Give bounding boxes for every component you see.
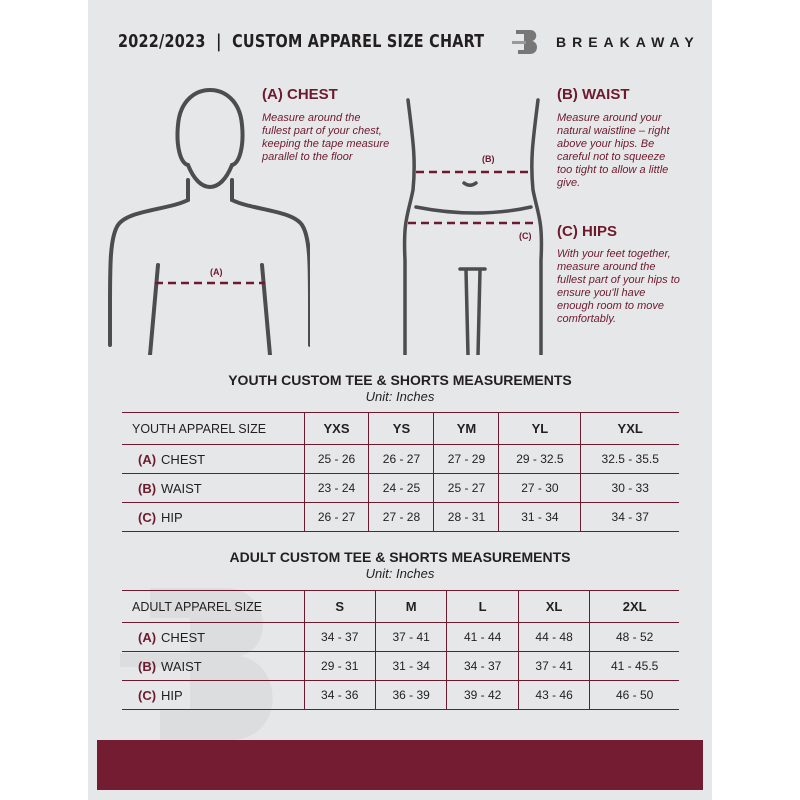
cell: 26 - 27	[303, 502, 369, 532]
youth-unit: Unit: Inches	[365, 389, 435, 404]
hips-heading: (C) HIPS	[557, 223, 617, 240]
cell: 43 - 46	[517, 680, 590, 710]
cell: 44 - 48	[517, 622, 590, 652]
table-row: (C) HIP 26 - 27 27 - 28 28 - 31 31 - 34 34 - …	[122, 502, 679, 532]
cell: 46 - 50	[589, 680, 679, 710]
row-letter: (B)	[138, 480, 157, 496]
header-cell: L	[446, 590, 519, 623]
cell: 37 - 41	[374, 622, 447, 652]
adult-table-title: ADULT CUSTOM TEE & SHORTS MEASUREMENTS	[229, 549, 571, 565]
marker-b: (B)	[482, 154, 495, 164]
cell: 34 - 37	[303, 622, 376, 652]
cell: 36 - 39	[374, 680, 447, 710]
table-header-row: YOUTH APPAREL SIZE YXS YS YM YL YXL	[122, 412, 679, 445]
cell: 30 - 33	[580, 473, 679, 503]
cell: 23 - 24	[303, 473, 369, 503]
cell: 39 - 42	[446, 680, 519, 710]
upper-body-figure	[108, 87, 310, 355]
cell: 25 - 26	[303, 444, 369, 474]
page-title: 2022/2023 | CUSTOM APPAREL SIZE CHART	[118, 31, 485, 52]
chest-instructions: Measure around the fullest part of your …	[262, 112, 390, 163]
cell: 29 - 32.5	[498, 444, 581, 474]
lower-body-figure	[402, 98, 544, 355]
row-name: WAIST	[161, 658, 202, 674]
table-row: (C) HIP 34 - 36 36 - 39 39 - 42 43 - 46 46 - …	[122, 680, 679, 710]
row-label: (B) WAIST	[122, 473, 304, 503]
cell: 24 - 25	[368, 473, 434, 503]
row-name: WAIST	[161, 480, 202, 496]
youth-size-table: YOUTH APPAREL SIZE YXS YS YM YL YXL (A) C…	[122, 412, 679, 532]
table-row: (A) CHEST 25 - 26 26 - 27 27 - 29 29 - 32.5 3…	[122, 444, 679, 474]
cell: 28 - 31	[433, 502, 499, 532]
row-name: HIP	[161, 687, 183, 703]
header-cell: M	[374, 590, 447, 623]
header-cell: 2XL	[589, 590, 679, 623]
waist-instructions: Measure around your natural waistline – …	[557, 112, 670, 189]
footer-bar	[97, 740, 703, 790]
waist-heading: (B) WAIST	[557, 86, 630, 103]
header-cell: YS	[368, 412, 434, 445]
row-letter: (A)	[138, 629, 157, 645]
header-cell: YXL	[580, 412, 679, 445]
cell: 48 - 52	[589, 622, 679, 652]
adult-unit: Unit: Inches	[365, 566, 435, 581]
cell: 34 - 37	[580, 502, 679, 532]
table-row: (B) WAIST 29 - 31 31 - 34 34 - 37 37 - 41 41 …	[122, 651, 679, 681]
marker-c: (C)	[519, 231, 532, 241]
row-letter: (C)	[138, 687, 157, 703]
header-cell: YXS	[303, 412, 369, 445]
hips-instructions: With your feet together, measure around …	[557, 248, 680, 325]
cell: 27 - 29	[433, 444, 499, 474]
cell: 26 - 27	[368, 444, 434, 474]
row-label: (A) CHEST	[122, 444, 304, 474]
adult-size-table: ADULT APPAREL SIZE S M L XL 2XL (A) CHEST…	[122, 590, 679, 710]
header-cell: YM	[433, 412, 499, 445]
cell: 25 - 27	[433, 473, 499, 503]
chest-heading: (A) CHEST	[262, 86, 338, 103]
table-header-row: ADULT APPAREL SIZE S M L XL 2XL	[122, 590, 679, 623]
cell: 32.5 - 35.5	[580, 444, 679, 474]
marker-a: (A)	[210, 267, 223, 277]
row-label: (B) WAIST	[122, 651, 304, 681]
cell: 37 - 41	[517, 651, 590, 681]
header-cell: YOUTH APPAREL SIZE	[122, 412, 304, 445]
row-letter: (C)	[138, 509, 157, 525]
cell: 31 - 34	[374, 651, 447, 681]
breakaway-logo-icon	[512, 30, 538, 54]
table-row: (B) WAIST 23 - 24 24 - 25 25 - 27 27 - 30 30 …	[122, 473, 679, 503]
row-name: CHEST	[161, 629, 206, 645]
cell: 34 - 37	[446, 651, 519, 681]
header-cell: XL	[517, 590, 590, 623]
row-name: HIP	[161, 509, 183, 525]
cell: 41 - 44	[446, 622, 519, 652]
cell: 27 - 28	[368, 502, 434, 532]
row-label: (C) HIP	[122, 502, 304, 532]
cell: 29 - 31	[303, 651, 376, 681]
header-cell: S	[303, 590, 376, 623]
row-label: (A) CHEST	[122, 622, 304, 652]
header-cell: YL	[498, 412, 581, 445]
row-name: CHEST	[161, 451, 206, 467]
cell: 31 - 34	[498, 502, 581, 532]
row-letter: (A)	[138, 451, 157, 467]
cell: 34 - 36	[303, 680, 376, 710]
row-letter: (B)	[138, 658, 157, 674]
youth-table-title: YOUTH CUSTOM TEE & SHORTS MEASUREMENTS	[228, 372, 572, 388]
header-cell: ADULT APPAREL SIZE	[122, 590, 304, 623]
table-row: (A) CHEST 34 - 37 37 - 41 41 - 44 44 - 48 48 …	[122, 622, 679, 652]
cell: 41 - 45.5	[589, 651, 679, 681]
row-label: (C) HIP	[122, 680, 304, 710]
cell: 27 - 30	[498, 473, 581, 503]
brand-name: BREAKAWAY	[556, 34, 700, 50]
